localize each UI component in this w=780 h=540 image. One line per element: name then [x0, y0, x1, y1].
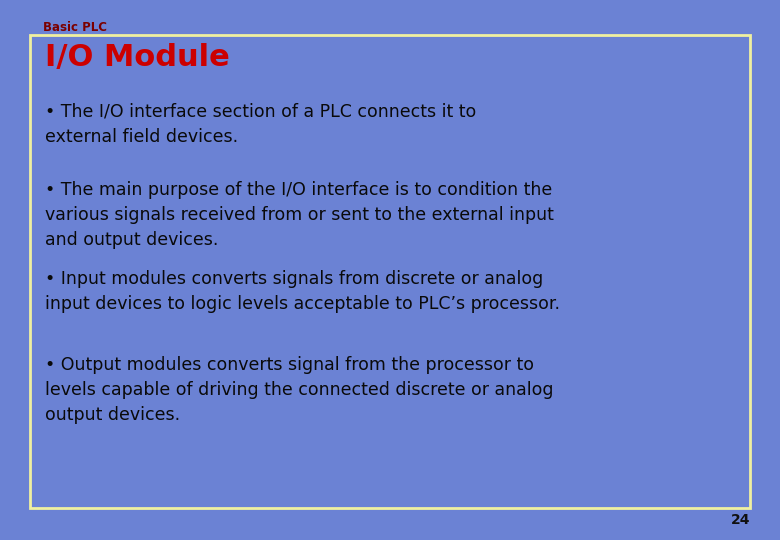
Text: • The I/O interface section of a PLC connects it to
external field devices.: • The I/O interface section of a PLC con…	[45, 103, 477, 146]
Text: Basic PLC: Basic PLC	[43, 21, 107, 33]
Text: • The main purpose of the I/O interface is to condition the
various signals rece: • The main purpose of the I/O interface …	[45, 181, 554, 249]
Text: • Input modules converts signals from discrete or analog
input devices to logic : • Input modules converts signals from di…	[45, 270, 560, 313]
Text: 24: 24	[731, 512, 750, 526]
Text: • Output modules converts signal from the processor to
levels capable of driving: • Output modules converts signal from th…	[45, 356, 554, 424]
Text: I/O Module: I/O Module	[45, 43, 230, 72]
